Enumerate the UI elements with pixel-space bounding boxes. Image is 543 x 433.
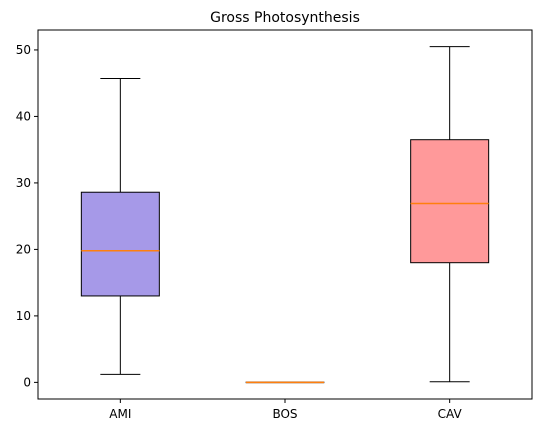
box-bos <box>245 381 325 384</box>
x-tick-label: CAV <box>438 407 463 421</box>
y-tick-label: 50 <box>16 43 31 57</box>
box-ami <box>80 78 160 375</box>
x-tick-label: AMI <box>109 407 131 421</box>
y-tick-label: 0 <box>23 375 31 389</box>
y-axis: 0 10 20 30 40 50 <box>16 43 38 389</box>
chart-title: Gross Photosynthesis <box>210 10 360 26</box>
box-cav <box>410 46 490 383</box>
y-tick-label: 10 <box>16 309 31 323</box>
iqr-box <box>80 191 160 297</box>
y-tick-label: 20 <box>16 242 31 256</box>
iqr-box <box>410 139 490 264</box>
x-axis: AMI BOS CAV <box>109 399 462 421</box>
y-tick-label: 40 <box>16 109 31 123</box>
y-tick-label: 30 <box>16 176 31 190</box>
plot-area <box>80 46 490 384</box>
x-tick-label: BOS <box>272 407 297 421</box>
